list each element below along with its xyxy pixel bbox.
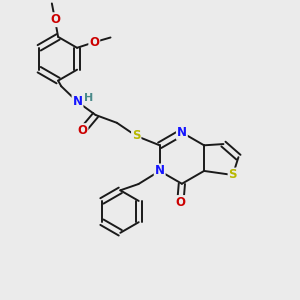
Text: H: H [84, 93, 93, 103]
Text: N: N [155, 164, 165, 177]
Text: O: O [89, 36, 99, 49]
Text: O: O [50, 13, 60, 26]
Text: S: S [132, 129, 140, 142]
Text: N: N [177, 126, 187, 139]
Text: S: S [229, 169, 237, 182]
Text: O: O [175, 196, 185, 209]
Text: O: O [77, 124, 88, 137]
Text: N: N [73, 95, 82, 108]
